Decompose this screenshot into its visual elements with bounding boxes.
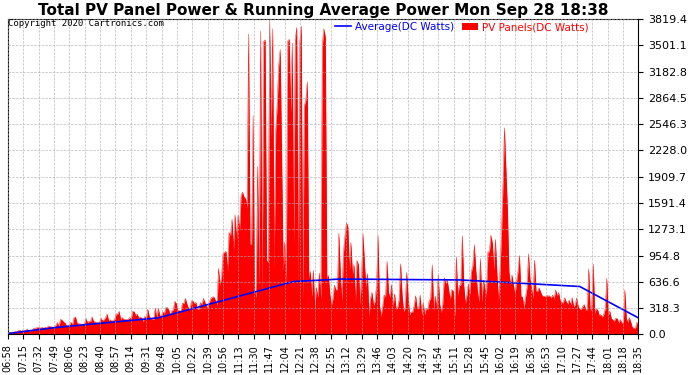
Legend: Average(DC Watts), PV Panels(DC Watts): Average(DC Watts), PV Panels(DC Watts) xyxy=(331,18,593,36)
Title: Total PV Panel Power & Running Average Power Mon Sep 28 18:38: Total PV Panel Power & Running Average P… xyxy=(38,3,609,18)
Text: Copyright 2020 Cartronics.com: Copyright 2020 Cartronics.com xyxy=(8,19,164,28)
